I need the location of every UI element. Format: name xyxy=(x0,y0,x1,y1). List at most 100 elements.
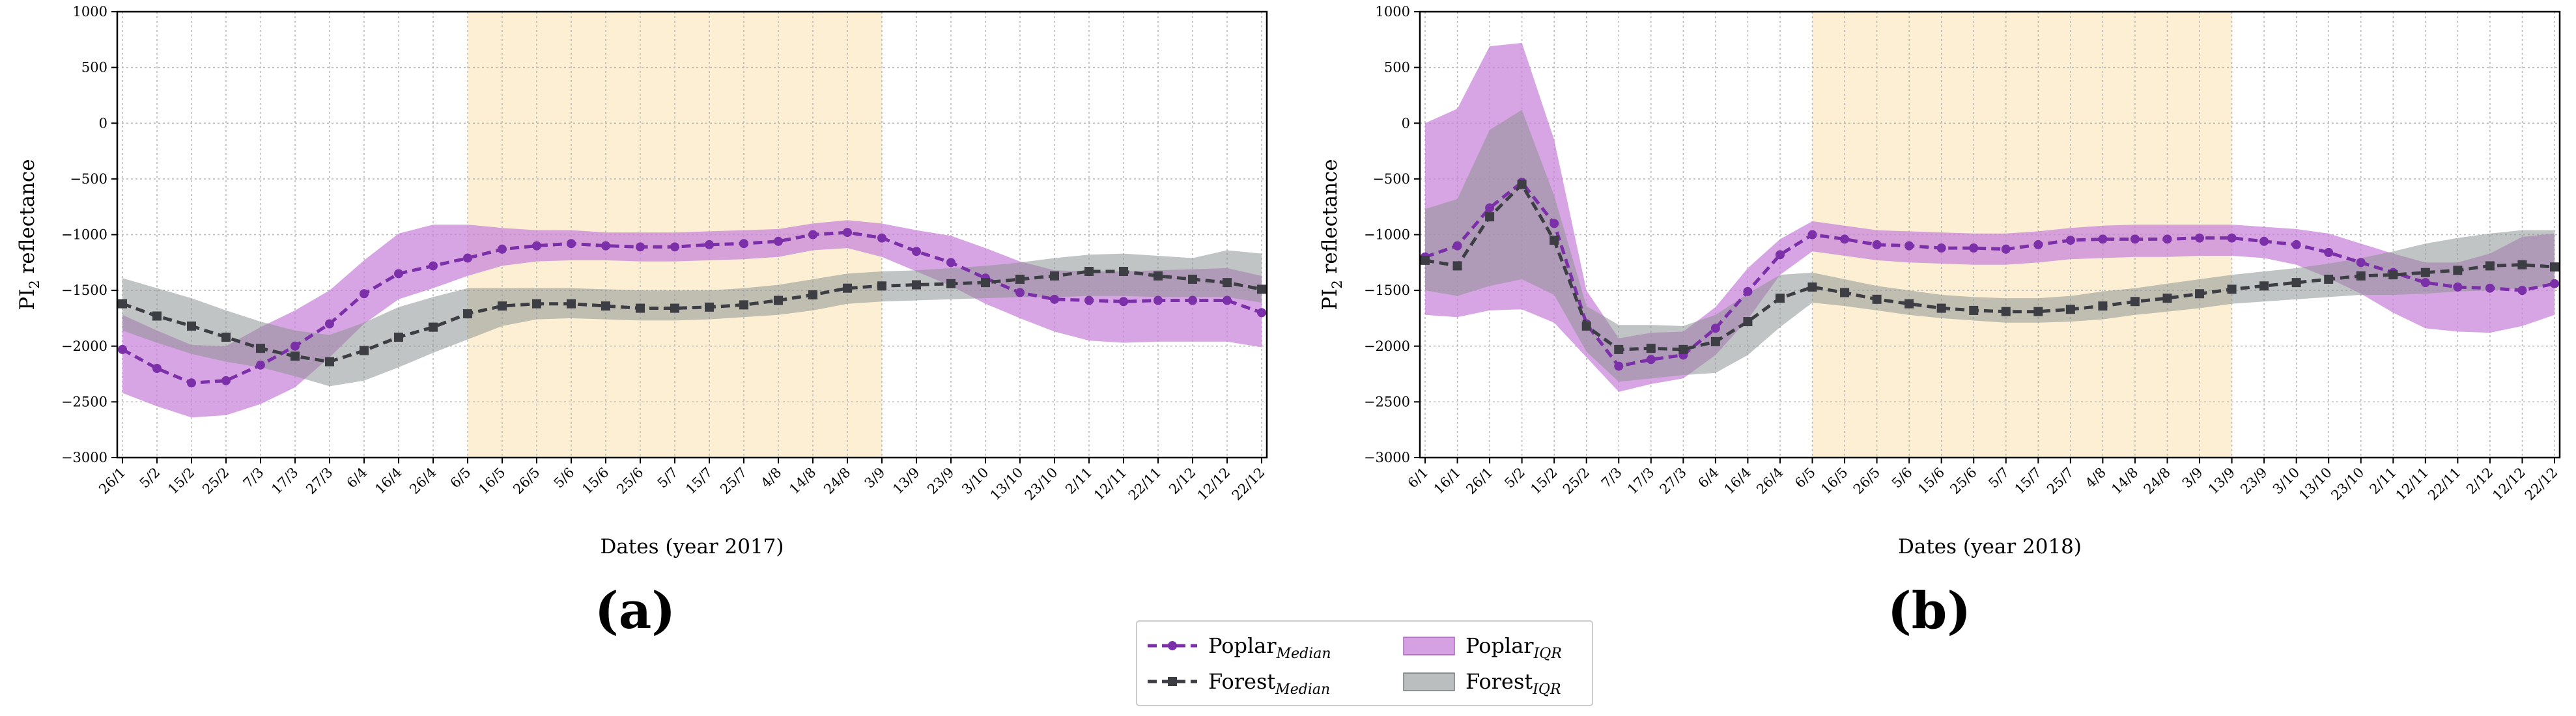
x-tick-label: 16/1 xyxy=(1431,465,1464,497)
poplar-median-point xyxy=(1119,297,1128,307)
forest-median-point xyxy=(532,299,541,309)
legend-frame xyxy=(1136,620,1593,706)
chart-panel-a: 10005000−500−1000−1500−2000−2500−300026/… xyxy=(16,4,1268,640)
x-tick-label: 16/5 xyxy=(1818,465,1850,497)
forest-median-point xyxy=(1872,294,1882,304)
x-tick-label: 27/3 xyxy=(1657,465,1690,497)
forest-median-point xyxy=(1188,275,1197,284)
x-tick-label: 26/5 xyxy=(510,465,543,497)
forest-median-point xyxy=(1452,261,1462,271)
forest-median-point xyxy=(325,357,334,366)
forest-median-point xyxy=(118,299,127,309)
forest-median-point xyxy=(981,278,990,288)
x-tick-label: 6/5 xyxy=(1792,465,1819,491)
forest-median-point xyxy=(670,303,679,313)
y-axis-label: PI2 reflectance xyxy=(1318,159,1345,310)
poplar-median-point xyxy=(636,242,645,252)
forest-median-point xyxy=(2388,270,2398,280)
x-tick-label: 25/6 xyxy=(614,465,646,497)
forest-median-point xyxy=(1550,236,1559,245)
poplar-median-point xyxy=(2324,247,2334,257)
x-tick-label: 24/8 xyxy=(821,465,853,497)
forest-median-point xyxy=(774,296,783,305)
x-tick-label: 13/10 xyxy=(2296,465,2335,504)
forest-median-point xyxy=(429,322,438,332)
poplar-median-point xyxy=(152,364,162,373)
y-tick-label: −3000 xyxy=(1364,450,1410,465)
poplar-median-point xyxy=(290,341,300,351)
x-tick-label: 25/7 xyxy=(2044,465,2076,497)
forest-median-point xyxy=(256,344,265,353)
poplar-median-point xyxy=(429,261,438,271)
forest-median-point xyxy=(808,290,817,299)
poplar-median-line xyxy=(1424,180,2555,368)
y-tick-label: −1500 xyxy=(1364,282,1410,298)
forest-median-point xyxy=(877,281,886,291)
poplar-median-point xyxy=(2291,240,2301,249)
x-tick-label: 5/2 xyxy=(1501,465,1528,491)
x-tick-label: 22/11 xyxy=(1125,465,1165,504)
forest-median-point xyxy=(394,333,403,342)
poplar-median-point xyxy=(1807,230,1817,240)
forest-median-point xyxy=(1421,255,1430,265)
x-tick-label: 13/10 xyxy=(987,465,1026,504)
legend-forest-iqr-label: ForestIQR xyxy=(1465,669,1561,698)
forest-median-point xyxy=(1084,267,1094,277)
poplar-median-point xyxy=(256,360,265,370)
x-tick-label: 16/4 xyxy=(1721,465,1754,497)
poplar-median-point xyxy=(2420,278,2430,288)
forest-median-point xyxy=(2001,307,2011,316)
forest-median-point xyxy=(1840,288,1850,297)
x-tick-label: 5/6 xyxy=(1889,465,1916,491)
x-tick-label: 12/11 xyxy=(1091,465,1130,504)
forest-median-point xyxy=(2259,281,2269,291)
poplar-median-point xyxy=(1710,324,1720,333)
forest-median-point xyxy=(912,280,921,290)
y-tick-label: 500 xyxy=(81,60,107,76)
poplar-median-point xyxy=(2356,258,2366,268)
poplar-median-point xyxy=(843,228,852,238)
y-tick-label: −3000 xyxy=(61,450,107,465)
x-tick-label: 26/5 xyxy=(1850,465,1883,497)
forest-median-point xyxy=(1485,212,1495,222)
x-tick-label: 25/2 xyxy=(199,465,232,497)
x-tick-label: 22/11 xyxy=(2425,465,2464,504)
y-tick-label: −1000 xyxy=(61,227,107,243)
forest-median-point xyxy=(705,302,714,312)
forest-median-point xyxy=(946,279,955,288)
forest-median-point xyxy=(1517,180,1527,189)
x-tick-label: 26/1 xyxy=(1463,465,1495,497)
poplar-median-point xyxy=(1904,241,1914,251)
x-tick-label: 5/6 xyxy=(551,465,578,491)
panel-label: (b) xyxy=(1888,581,1971,640)
forest-median-point xyxy=(739,300,748,310)
poplar-median-point xyxy=(2227,233,2237,243)
x-tick-label: 7/3 xyxy=(240,465,267,491)
forest-median-point xyxy=(1581,321,1591,331)
x-tick-label: 6/5 xyxy=(447,465,474,491)
x-tick-label: 26/4 xyxy=(1753,465,1786,497)
x-tick-label: 13/9 xyxy=(2205,465,2238,497)
poplar-median-point xyxy=(912,247,921,256)
forest-median-point xyxy=(1807,282,1817,292)
forest-iqr-band xyxy=(122,250,1262,387)
x-tick-label: 14/8 xyxy=(2108,465,2141,497)
poplar-median-point xyxy=(1223,296,1232,305)
forest-median-point xyxy=(1646,344,1656,353)
x-tick-label: 3/9 xyxy=(862,465,888,491)
poplar-median-point xyxy=(1743,286,1753,296)
poplar-median-point xyxy=(670,242,679,252)
x-tick-label: 12/12 xyxy=(2489,465,2528,504)
x-tick-label: 13/9 xyxy=(890,465,922,497)
poplar-median-point xyxy=(2162,234,2172,244)
forest-median-point xyxy=(1223,278,1232,288)
forest-median-point xyxy=(1678,344,1688,354)
forest-median-point xyxy=(2324,275,2334,284)
poplar-median-point xyxy=(1872,240,1882,249)
poplar-median-point xyxy=(532,241,541,251)
poplar-median-point xyxy=(2453,282,2463,292)
forest-median-point xyxy=(2130,297,2140,307)
y-tick-label: 500 xyxy=(1384,60,1410,76)
x-tick-label: 23/10 xyxy=(2328,465,2368,504)
forest-median-point xyxy=(1775,294,1785,303)
